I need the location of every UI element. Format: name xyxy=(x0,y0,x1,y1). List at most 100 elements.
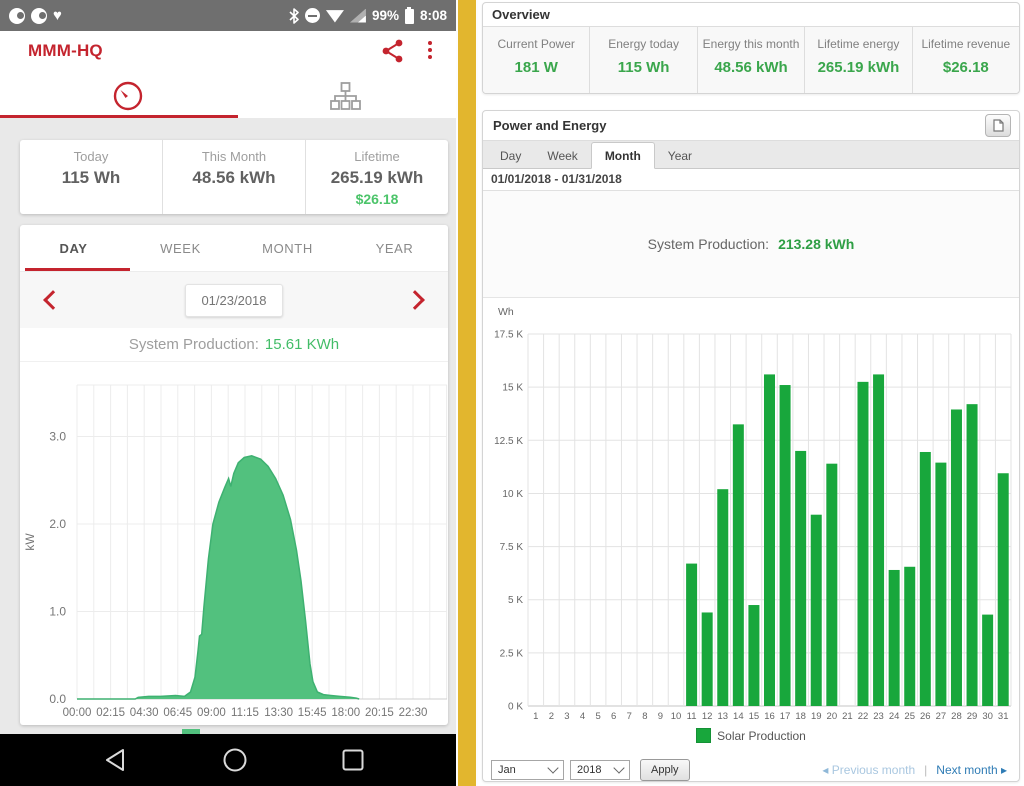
svg-text:28: 28 xyxy=(951,711,962,722)
tab-array[interactable] xyxy=(325,76,365,116)
legend-swatch xyxy=(182,729,200,735)
period-tab-day[interactable]: DAY xyxy=(59,240,88,256)
card-label: Current Power xyxy=(497,37,575,51)
svg-text:23: 23 xyxy=(873,711,884,722)
svg-text:3: 3 xyxy=(564,711,569,722)
period-tab-week[interactable]: WEEK xyxy=(160,240,201,256)
overflow-menu-icon[interactable] xyxy=(428,41,432,61)
range-tabs: Day Week Month Year xyxy=(483,140,1019,169)
power-energy-title: Power and Energy xyxy=(493,118,607,133)
recents-icon[interactable] xyxy=(340,747,366,773)
back-icon[interactable] xyxy=(102,747,128,773)
previous-day-chevron-icon[interactable] xyxy=(43,290,63,310)
wifi-icon xyxy=(325,10,344,23)
svg-text:19: 19 xyxy=(811,711,822,722)
right-arrow-icon: ▸ xyxy=(997,763,1007,777)
svg-text:11: 11 xyxy=(687,711,697,722)
notification-icons: ♥ xyxy=(9,7,62,24)
clock: 8:08 xyxy=(419,8,447,23)
tab-dashboard[interactable] xyxy=(108,76,148,116)
period-tab-month[interactable]: MONTH xyxy=(262,240,313,256)
period-tab-year[interactable]: YEAR xyxy=(375,240,414,256)
svg-text:14: 14 xyxy=(733,711,744,722)
bar-day-13 xyxy=(717,489,729,706)
month-select[interactable]: Jan xyxy=(491,760,564,780)
stat-revenue: $26.18 xyxy=(355,191,399,207)
next-month-link[interactable]: Next month ▸ xyxy=(936,763,1007,777)
bar-day-27 xyxy=(935,462,947,706)
production-value: 213.28 kWh xyxy=(778,236,855,252)
link-separator: | xyxy=(924,763,928,777)
power-energy-header: Power and Energy xyxy=(483,111,1019,140)
apply-button[interactable]: Apply xyxy=(640,759,690,781)
card-energy-month: Energy this month 48.56 kWh xyxy=(696,27,804,93)
svg-text:5: 5 xyxy=(595,711,600,722)
svg-text:17: 17 xyxy=(780,711,791,722)
notification-circle-icon xyxy=(31,7,47,24)
tab-month[interactable]: Month xyxy=(590,142,655,169)
array-icon xyxy=(330,82,361,110)
svg-text:11:15: 11:15 xyxy=(231,707,259,719)
date-range-label: 01/01/2018 - 01/31/2018 xyxy=(483,169,1019,191)
card-current-power: Current Power 181 W xyxy=(483,27,589,93)
svg-text:15 K: 15 K xyxy=(502,383,523,394)
svg-text:2.5 K: 2.5 K xyxy=(500,648,524,659)
svg-text:0 K: 0 K xyxy=(508,702,523,713)
production-area-chart: 0.0 1.0 2.0 3.0 kW 00:00 02:15 04:30 06:45 09:00 1… xyxy=(23,384,448,719)
svg-text:17.5 K: 17.5 K xyxy=(494,330,523,341)
report-button[interactable] xyxy=(985,114,1011,137)
report-icon xyxy=(992,119,1004,132)
production-value: 15.61 KWh xyxy=(264,336,340,353)
svg-text:27: 27 xyxy=(936,711,947,722)
bar-day-28 xyxy=(950,409,962,706)
svg-text:4: 4 xyxy=(580,711,585,722)
tab-year[interactable]: Year xyxy=(667,149,693,163)
share-icon[interactable] xyxy=(382,39,404,63)
svg-text:31: 31 xyxy=(998,711,1009,722)
next-day-chevron-icon[interactable] xyxy=(405,290,425,310)
overview-panel: Overview Current Power 181 W Energy toda… xyxy=(482,2,1020,94)
svg-text:kW: kW xyxy=(23,533,37,551)
svg-text:12: 12 xyxy=(702,711,713,722)
chevron-down-icon xyxy=(613,762,625,774)
app-title: MMM-HQ xyxy=(28,40,103,60)
chart-legend: Solar Production xyxy=(483,728,1019,743)
legend-swatch xyxy=(696,728,712,743)
bar-day-31 xyxy=(997,473,1009,706)
card-value: 48.56 kWh xyxy=(714,59,788,76)
card-value: $26.18 xyxy=(942,59,989,76)
stat-label: Lifetime xyxy=(354,149,400,164)
year-select[interactable]: 2018 xyxy=(570,760,630,780)
svg-text:18:00: 18:00 xyxy=(331,707,360,719)
month-select-value: Jan xyxy=(498,764,516,776)
svg-text:1: 1 xyxy=(533,711,538,722)
selected-period-underline xyxy=(25,268,130,271)
chart-controls: Jan 2018 Apply ◂ Previous month | Next m… xyxy=(491,758,1007,782)
bluetooth-icon xyxy=(289,7,299,24)
overview-cards: Current Power 181 W Energy today 115 Wh … xyxy=(483,27,1019,93)
bar-day-30 xyxy=(982,614,994,706)
system-production-section: System Production: 213.28 kWh xyxy=(483,191,1019,298)
bar-day-11 xyxy=(686,563,698,706)
tab-day[interactable]: Day xyxy=(500,149,522,163)
android-nav-bar xyxy=(0,734,456,786)
stat-value: 115 Wh xyxy=(61,168,121,187)
svg-text:5 K: 5 K xyxy=(508,595,523,606)
svg-text:00:00: 00:00 xyxy=(63,707,92,719)
yellow-divider xyxy=(456,0,478,786)
svg-text:7: 7 xyxy=(627,711,632,722)
chevron-down-icon xyxy=(547,762,559,774)
tab-week[interactable]: Week xyxy=(547,149,578,163)
home-icon[interactable] xyxy=(222,747,248,773)
mobile-app: ♥ 99% 8:08 MMM-HQ xyxy=(0,0,456,786)
svg-text:25: 25 xyxy=(904,711,915,722)
svg-text:22:30: 22:30 xyxy=(399,707,428,719)
svg-text:6: 6 xyxy=(611,711,616,722)
legend-label: Solar Production xyxy=(717,728,806,743)
bar-day-22 xyxy=(857,381,869,706)
date-picker-button[interactable]: 01/23/2018 xyxy=(185,283,283,317)
previous-month-link[interactable]: ◂ Previous month xyxy=(822,763,916,777)
stat-value: 48.56 kWh xyxy=(192,168,276,187)
